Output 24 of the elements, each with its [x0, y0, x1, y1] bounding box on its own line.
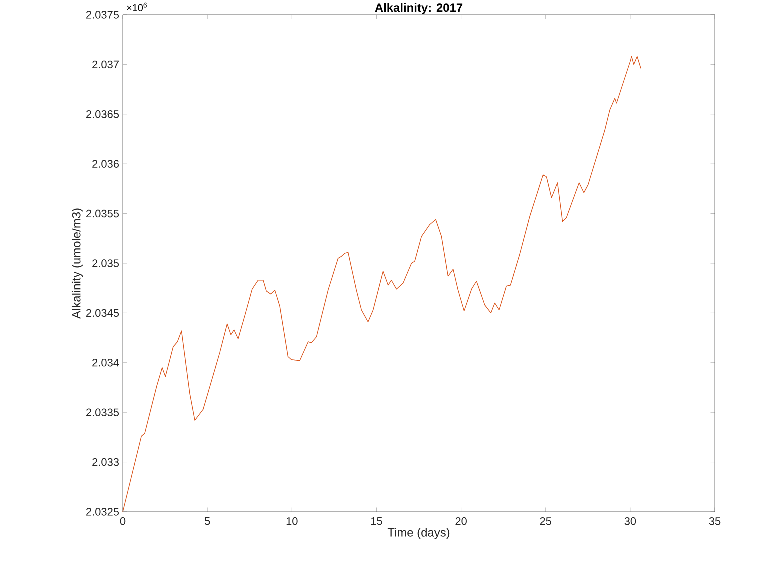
- y-tick-label: 2.0325: [86, 508, 120, 516]
- x-tick-label: 30: [624, 518, 636, 526]
- line-series: [122, 56, 642, 512]
- y-tick-label: 2.035: [92, 260, 120, 268]
- y-axis-title: Alkalinity (umole/m3): [72, 208, 84, 319]
- y-tick-label: 2.037: [92, 60, 119, 69]
- x-axis-title: Time (days): [388, 528, 450, 540]
- x-tick-label: 10: [286, 518, 298, 526]
- x-tick-label: 5: [204, 518, 210, 526]
- text: ×10$^{6}$: [127, 2, 147, 12]
- chart-title: Alkalinity: 2017: [375, 3, 463, 14]
- y-tick-label: 2.0345: [86, 309, 120, 318]
- y-tick-label: 2.036: [92, 160, 119, 168]
- y-tick-label: 2.0375: [86, 11, 120, 19]
- x-tick-label: 25: [540, 518, 552, 526]
- y-tick-label: 2.033: [92, 458, 119, 466]
- y-tick-label: 2.034: [92, 359, 120, 367]
- x-tick-label: 20: [456, 518, 467, 526]
- y-tick-label: 2.0355: [86, 210, 120, 218]
- y-tick-label: 2.0365: [86, 110, 120, 118]
- y-tick-label: 2.0335: [86, 408, 120, 416]
- x-tick-label: 35: [709, 518, 721, 526]
- x-tick-label: 15: [371, 518, 382, 526]
- x-tick-label: 0: [120, 518, 126, 526]
